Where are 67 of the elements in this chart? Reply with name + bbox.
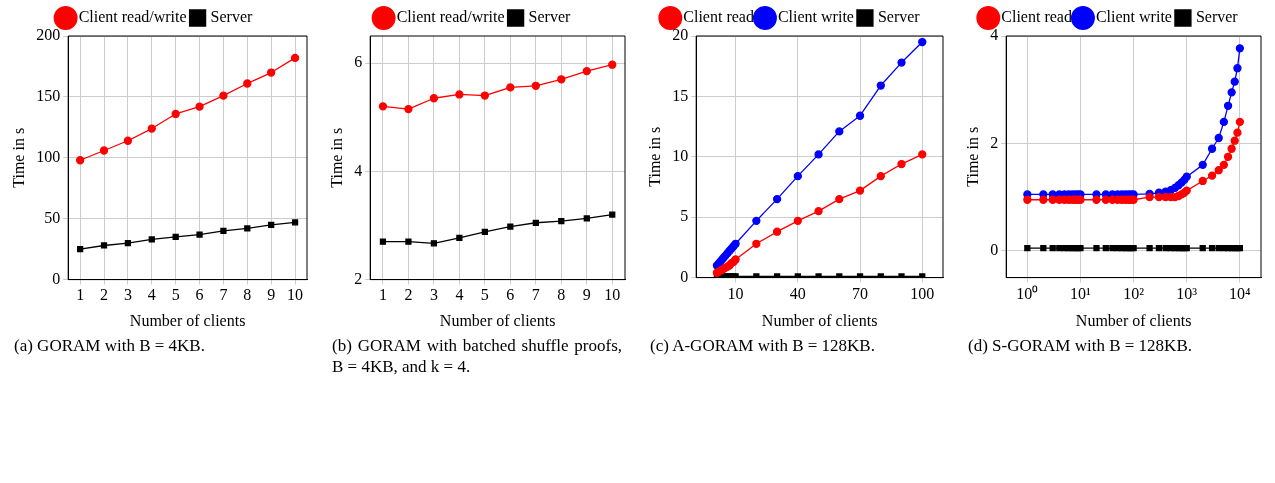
- text: (a) GORAM with B = 4KB.: [14, 335, 206, 356]
- y-tick-label: 50: [43, 208, 60, 226]
- x-tick-label: 10²: [1122, 285, 1144, 303]
- legend-label: Server: [210, 8, 253, 26]
- y-tick-label: 6: [353, 53, 362, 71]
- legend-label: Server: [877, 8, 920, 26]
- x-tick-label: 2: [403, 286, 412, 304]
- legend-label: Client write: [777, 8, 854, 26]
- x-tick-label: 5: [480, 286, 489, 304]
- y-axis-title: Time in s: [9, 127, 27, 188]
- x-tick-label: 7: [218, 286, 227, 304]
- x-tick-label: 9: [582, 286, 591, 304]
- x-axis-title: Number of clients: [439, 311, 555, 329]
- x-tick-label: 40: [789, 285, 806, 303]
- y-tick-label: 0: [989, 240, 998, 258]
- x-tick-label: 9: [266, 286, 275, 304]
- y-tick-label: 4: [353, 161, 362, 179]
- text: (d) S-GORAM with B = 128KB.: [968, 335, 1193, 356]
- legend-label: Client read: [1000, 8, 1072, 26]
- y-tick-label: 10: [671, 147, 688, 164]
- x-tick-label: 3: [123, 286, 132, 304]
- x-tick-label: 6: [195, 286, 204, 304]
- x-tick-label: 1: [75, 286, 84, 304]
- y-tick-label: 20: [671, 26, 688, 44]
- x-tick-label: 7: [531, 286, 540, 304]
- legend-label: Client read: [682, 8, 754, 26]
- y-tick-label: 150: [35, 87, 60, 105]
- y-tick-label: 2: [353, 269, 362, 287]
- legend-label: Client read/write: [396, 8, 505, 26]
- x-tick-label: 10¹: [1069, 285, 1091, 303]
- y-tick-label: 5: [679, 207, 688, 225]
- y-tick-label: 15: [671, 86, 688, 104]
- y-tick-label: 2: [989, 133, 998, 151]
- legend-label: Client write: [1095, 8, 1172, 26]
- x-tick-label: 10: [727, 285, 744, 303]
- x-tick-label: 10⁰: [1015, 285, 1038, 303]
- text: (c) A-GORAM with B = 128KB.: [650, 335, 876, 356]
- y-tick-label: 100: [35, 148, 60, 165]
- x-tick-label: 8: [242, 286, 251, 304]
- x-tick-label: 5: [171, 286, 180, 304]
- legend-label: Client read/write: [78, 8, 187, 26]
- x-tick-label: 4: [454, 286, 463, 304]
- y-tick-label: 200: [35, 26, 60, 44]
- y-tick-label: 0: [679, 267, 688, 285]
- y-axis-title: Time in s: [963, 126, 981, 187]
- y-tick-label: 0: [51, 269, 60, 287]
- legend-label: Server: [1195, 8, 1238, 26]
- text: (b) GORAM with batched shuffle proofs, B = 4KB, and k = 4.: [332, 335, 622, 377]
- x-tick-label: 10: [603, 286, 620, 304]
- y-axis-title: Time in s: [645, 126, 663, 187]
- x-tick-label: 4: [147, 286, 156, 304]
- x-axis-title: Number of clients: [1075, 311, 1191, 329]
- x-tick-label: 10⁴: [1228, 285, 1251, 303]
- x-tick-label: 70: [851, 285, 868, 303]
- x-tick-label: 1: [378, 286, 387, 304]
- x-tick-label: 8: [556, 286, 565, 304]
- x-tick-label: 10³: [1175, 285, 1197, 303]
- y-tick-label: 4: [989, 26, 998, 44]
- x-tick-label: 10: [286, 286, 303, 304]
- x-tick-label: 100: [909, 285, 934, 303]
- x-axis-title: Number of clients: [129, 311, 245, 329]
- legend-label: Server: [528, 8, 571, 26]
- y-axis-title: Time in s: [327, 127, 345, 188]
- x-axis-title: Number of clients: [761, 311, 877, 329]
- x-tick-label: 3: [429, 286, 438, 304]
- x-tick-label: 6: [505, 286, 514, 304]
- x-tick-label: 2: [99, 286, 108, 304]
